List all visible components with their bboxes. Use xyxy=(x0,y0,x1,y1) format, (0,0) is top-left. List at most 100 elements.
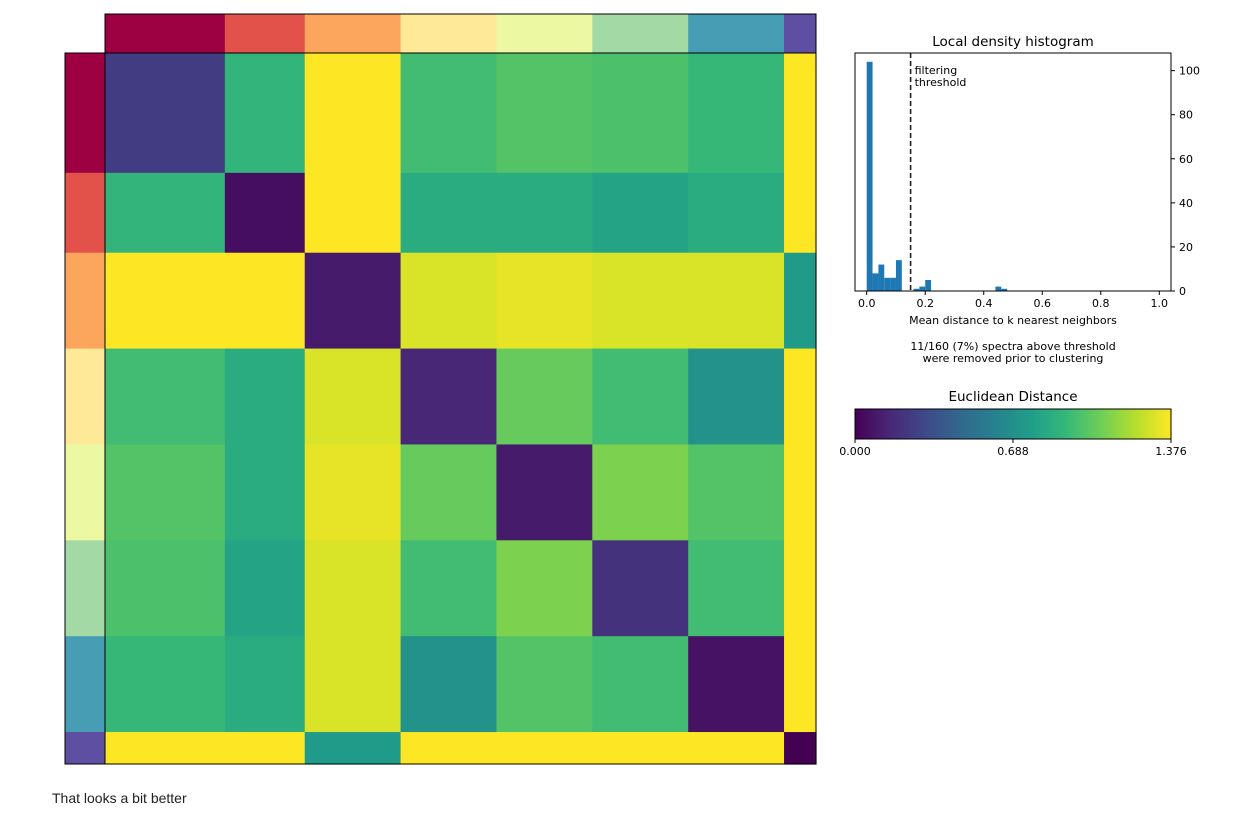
heatmap-block-5-7 xyxy=(784,540,817,637)
top-cluster-swatch-1 xyxy=(224,14,306,53)
heatmap-block-7-0 xyxy=(105,732,226,765)
heatmap-block-1-4 xyxy=(496,172,593,254)
heatmap-block-6-4 xyxy=(496,636,593,733)
x-tick-label: 0.0 xyxy=(858,297,876,310)
threshold-label-line1: filtering xyxy=(915,64,958,77)
heatmap-block-0-2 xyxy=(304,53,402,174)
heatmap-block-3-4 xyxy=(496,348,593,446)
x-tick-label: 0.8 xyxy=(1092,297,1110,310)
heatmap-block-6-6 xyxy=(688,636,785,733)
heatmap-block-4-2 xyxy=(304,444,402,541)
heatmap-block-4-1 xyxy=(224,444,306,541)
heatmap-block-3-0 xyxy=(105,348,226,446)
heatmap-block-5-0 xyxy=(105,540,226,637)
heatmap-block-2-5 xyxy=(592,252,689,350)
heatmap-block-7-3 xyxy=(400,732,498,765)
heatmap-block-1-2 xyxy=(304,172,402,254)
caption-text: That looks a bit better xyxy=(52,790,187,806)
y-tick-label: 20 xyxy=(1179,241,1193,254)
heatmap-block-1-0 xyxy=(105,172,226,254)
colorbar-title: Euclidean Distance xyxy=(948,389,1077,405)
top-cluster-swatch-0 xyxy=(105,14,226,53)
y-tick-label: 60 xyxy=(1179,153,1193,166)
left-cluster-swatch-1 xyxy=(65,172,105,254)
histogram-panel: Local density histogram filtering thresh… xyxy=(854,34,1200,365)
filter-note-line1: 11/160 (7%) spectra above threshold xyxy=(910,340,1115,353)
x-tick-label: 1.0 xyxy=(1151,297,1169,310)
heatmap-block-0-1 xyxy=(224,53,306,174)
histogram-axes-frame xyxy=(854,52,1172,292)
histogram-bar-0 xyxy=(866,61,873,292)
colorbar-tick-label: 0.688 xyxy=(997,445,1029,458)
histogram-bar-9 xyxy=(995,286,1002,291)
heatmap-block-6-1 xyxy=(224,636,306,733)
colorbar-gradient xyxy=(854,408,1172,440)
left-cluster-swatch-0 xyxy=(65,53,105,174)
heatmap-block-5-3 xyxy=(400,540,498,637)
heatmap-block-7-1 xyxy=(224,732,306,765)
heatmap-block-0-0 xyxy=(105,53,226,174)
heatmap-block-6-0 xyxy=(105,636,226,733)
top-cluster-swatch-6 xyxy=(688,14,785,53)
heatmap-block-7-6 xyxy=(688,732,785,765)
y-tick-label: 100 xyxy=(1179,65,1200,78)
histogram-bar-10 xyxy=(1001,288,1008,291)
histogram-y-ticks: 0 20 40 60 80 100 xyxy=(1171,65,1200,298)
heatmap-block-2-6 xyxy=(688,252,785,350)
heatmap-block-6-5 xyxy=(592,636,689,733)
heatmap-frame xyxy=(104,52,817,765)
left-cluster-swatch-2 xyxy=(65,252,105,350)
heatmap-block-3-3 xyxy=(400,348,498,446)
heatmap-block-6-7 xyxy=(784,636,817,733)
heatmap-block-0-5 xyxy=(592,53,689,174)
colorbar-panel: Euclidean Distance 0.000 0.688 1.376 xyxy=(839,389,1187,458)
histogram-bar-1 xyxy=(872,273,879,291)
heatmap-block-1-6 xyxy=(688,172,785,254)
histogram-bar-7 xyxy=(919,286,926,291)
left-cluster-swatch-6 xyxy=(65,636,105,733)
left-cluster-swatch-7 xyxy=(65,732,105,765)
heatmap-block-3-2 xyxy=(304,348,402,446)
heatmap-block-5-4 xyxy=(496,540,593,637)
heatmap-block-1-5 xyxy=(592,172,689,254)
heatmap-block-2-2 xyxy=(304,252,402,350)
heatmap-block-3-7 xyxy=(784,348,817,446)
heatmap-block-1-3 xyxy=(400,172,498,254)
heatmap-block-0-4 xyxy=(496,53,593,174)
y-tick-label: 40 xyxy=(1179,197,1193,210)
heatmap-block-4-6 xyxy=(688,444,785,541)
heatmap-block-2-7 xyxy=(784,252,817,350)
top-cluster-swatch-5 xyxy=(592,14,689,53)
heatmap-block-6-3 xyxy=(400,636,498,733)
left-cluster-swatch-4 xyxy=(65,444,105,541)
heatmap-block-3-1 xyxy=(224,348,306,446)
heatmap-block-2-0 xyxy=(105,252,226,350)
heatmap-block-4-3 xyxy=(400,444,498,541)
heatmap-block-4-4 xyxy=(496,444,593,541)
heatmap-block-5-6 xyxy=(688,540,785,637)
heatmap-block-0-6 xyxy=(688,53,785,174)
colorbar-ticks: 0.000 0.688 1.376 xyxy=(839,439,1187,458)
heatmap-panel xyxy=(64,13,817,765)
filter-note-line2: were removed prior to clustering xyxy=(923,352,1104,365)
heatmap-block-7-4 xyxy=(496,732,593,765)
y-tick-label: 80 xyxy=(1179,109,1193,122)
heatmap-block-4-7 xyxy=(784,444,817,541)
top-cluster-color-bar xyxy=(105,14,817,53)
heatmap-block-2-1 xyxy=(224,252,306,350)
heatmap-block-3-6 xyxy=(688,348,785,446)
top-cluster-swatch-3 xyxy=(400,14,497,53)
x-tick-label: 0.6 xyxy=(1034,297,1052,310)
threshold-label-line2: threshold xyxy=(915,76,967,89)
heatmap-block-2-4 xyxy=(496,252,593,350)
heatmap-block-0-3 xyxy=(400,53,498,174)
heatmap-block-0-7 xyxy=(784,53,817,174)
heatmap-block-2-3 xyxy=(400,252,498,350)
heatmap-block-4-5 xyxy=(592,444,689,541)
histogram-bar-8 xyxy=(925,279,932,291)
x-tick-label: 0.4 xyxy=(975,297,993,310)
heatmap-block-6-2 xyxy=(304,636,402,733)
histogram-x-ticks: 0.0 0.2 0.4 0.6 0.8 1.0 xyxy=(858,291,1168,310)
top-cluster-swatch-7 xyxy=(784,14,817,53)
